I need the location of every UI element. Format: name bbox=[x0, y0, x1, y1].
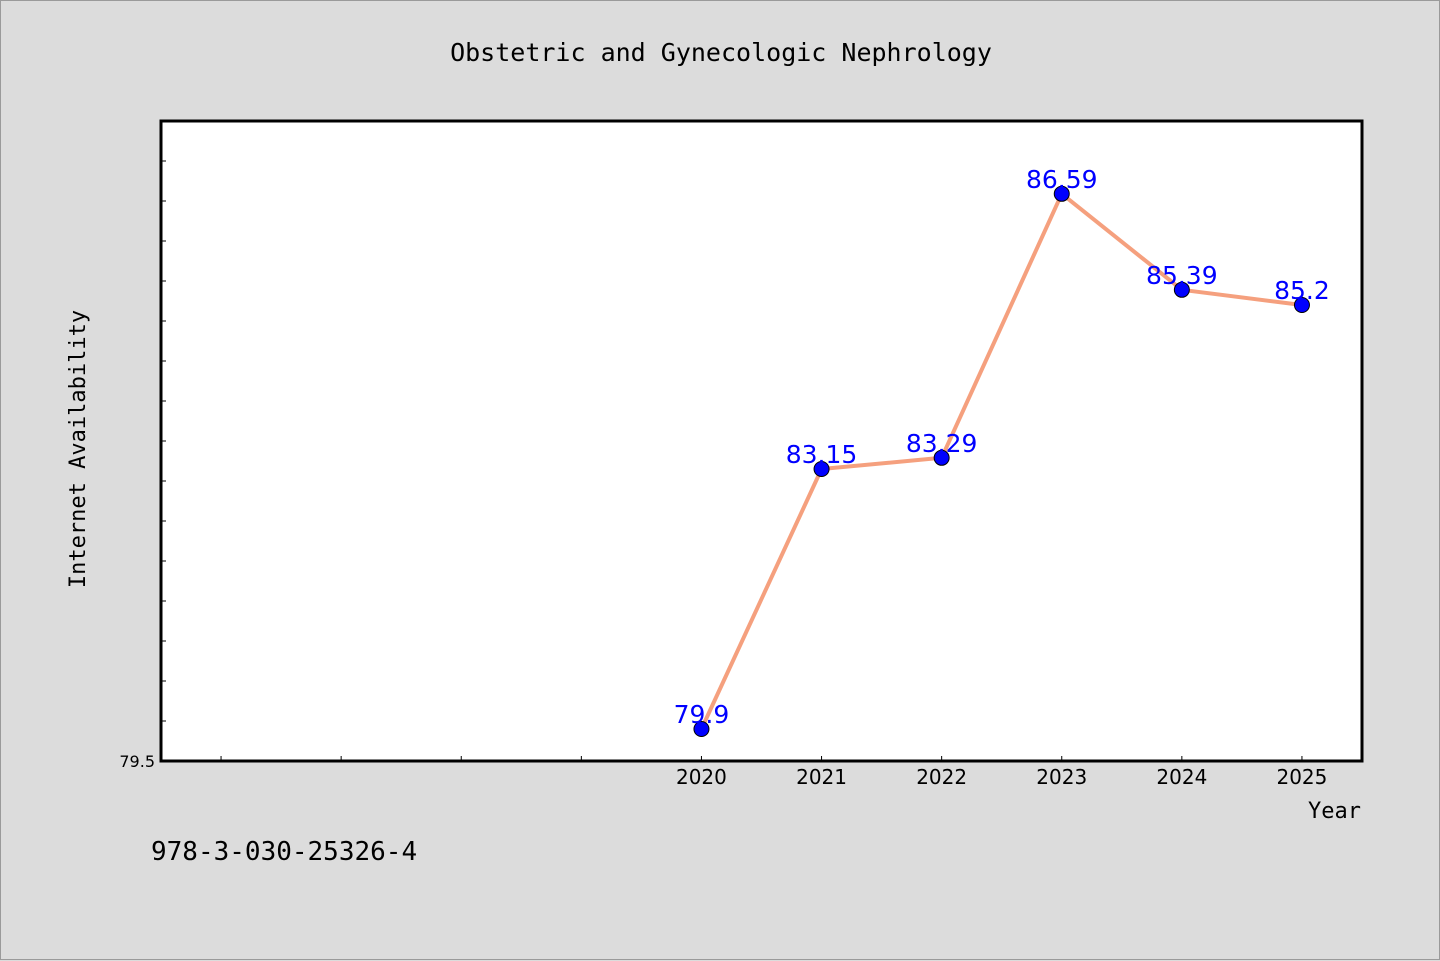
y-axis-label: Internet Availability bbox=[66, 310, 91, 588]
plot-frame bbox=[159, 119, 1364, 763]
series-line bbox=[699, 191, 1304, 731]
x-tick-labels: 2020 2021 2022 2023 2024 2025 bbox=[676, 765, 1327, 789]
y-tick-label: 79.5 bbox=[119, 752, 155, 771]
data-label: 85.2 bbox=[1274, 276, 1330, 305]
x-tick-label: 2025 bbox=[1276, 765, 1327, 789]
x-tick-label: 2020 bbox=[676, 765, 727, 789]
data-label: 79.9 bbox=[674, 700, 730, 729]
data-point-marker bbox=[933, 449, 950, 466]
data-labels: 79.9 83.15 83.29 86.59 85.39 85.2 bbox=[674, 165, 1330, 729]
data-point-marker bbox=[1293, 297, 1310, 313]
x-tick-label: 2024 bbox=[1156, 765, 1207, 789]
series-line-group bbox=[699, 191, 1304, 731]
data-label: 85.39 bbox=[1146, 261, 1218, 290]
x-tick-label: 2022 bbox=[916, 765, 967, 789]
data-label: 83.29 bbox=[906, 429, 978, 458]
data-label: 86.59 bbox=[1026, 165, 1098, 194]
data-point-marker bbox=[813, 461, 830, 477]
data-point-marker bbox=[1053, 185, 1070, 202]
data-markers bbox=[693, 185, 1310, 737]
footer-code: 978-3-030-25326-4 bbox=[151, 837, 418, 867]
data-label: 83.15 bbox=[786, 440, 858, 469]
x-tick-label: 2023 bbox=[1036, 765, 1087, 789]
chart-title: Obstetric and Gynecologic Nephrology bbox=[450, 38, 992, 67]
data-point-marker bbox=[693, 721, 710, 737]
data-point-marker bbox=[1173, 281, 1190, 298]
x-tick-label: 2021 bbox=[796, 765, 847, 789]
y-tick-labels: 79.5 bbox=[119, 752, 155, 771]
x-axis-label: Year bbox=[1308, 799, 1361, 824]
plot-area bbox=[161, 121, 1362, 761]
